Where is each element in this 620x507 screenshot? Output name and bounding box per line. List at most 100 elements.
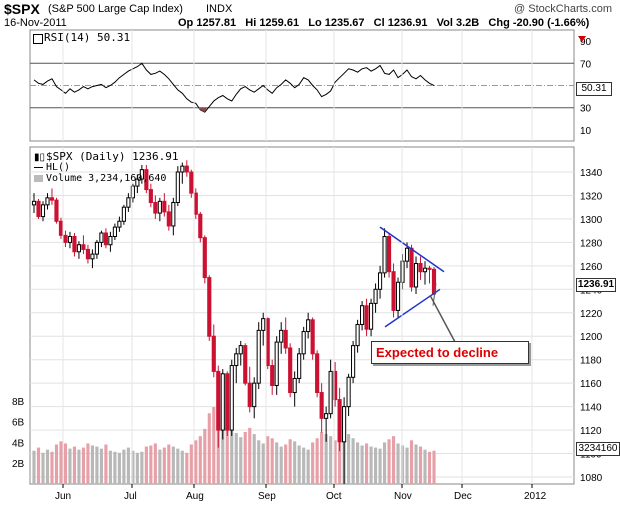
volume-bar: [234, 433, 238, 484]
volume-bar: [50, 451, 54, 484]
candle-body: [400, 260, 405, 283]
candle-body: [427, 267, 432, 270]
volume-bar: [239, 437, 243, 484]
volume-bar: [36, 447, 41, 484]
triangle-upper-line: [379, 226, 445, 273]
volume-bar: [90, 445, 94, 484]
candle-body: [310, 319, 315, 355]
volume-bar: [351, 438, 355, 484]
volume-bar: [45, 449, 50, 484]
candle-body: [265, 318, 270, 367]
volume-bar: [104, 444, 108, 484]
volume-bar: [306, 449, 310, 484]
candle-body: [337, 399, 342, 443]
candle-body: [108, 236, 113, 246]
candle-body: [346, 376, 351, 408]
candle-body: [369, 302, 374, 330]
volume-tick-label: 8B: [12, 397, 25, 408]
rsi-line: [33, 62, 435, 113]
candle-body: [211, 335, 216, 372]
rsi-label: RSI(14) 50.31: [44, 31, 131, 44]
candle-body: [85, 248, 91, 260]
rsi-tick-label: 90: [580, 37, 592, 48]
volume-bar: [378, 448, 382, 484]
candle-body: [67, 236, 73, 243]
volume-bar: [122, 449, 126, 484]
candle-body: [63, 234, 68, 243]
chart-date: 16-Nov-2011: [4, 17, 67, 29]
candle-body: [342, 406, 347, 443]
volume-bar: [68, 448, 72, 484]
price-panel: [29, 146, 575, 485]
candle-body: [36, 200, 41, 218]
candle-body: [216, 370, 221, 431]
rsi-oversold-fill: [198, 107, 207, 113]
candle-body: [297, 353, 302, 379]
candle-body: [117, 220, 122, 228]
volume-bar: [356, 442, 360, 484]
volume-bar: [149, 445, 153, 484]
price-tick-label: 1220: [580, 309, 603, 320]
volume-bar: [32, 450, 36, 484]
candle-body: [49, 197, 55, 201]
volume-bar: [41, 452, 45, 484]
volume-bar: [382, 442, 387, 484]
volume-bar: [144, 446, 148, 484]
volume-bar: [77, 449, 81, 484]
candle-body: [72, 236, 77, 253]
candle-body: [386, 236, 392, 273]
candle-body: [99, 232, 104, 243]
volume-bar: [212, 407, 216, 484]
candle-body: [355, 324, 360, 347]
volume-bar: [117, 452, 121, 484]
volume-bar: [338, 429, 342, 484]
volume-bar: [230, 425, 234, 484]
volume-bar: [54, 444, 59, 484]
price-tick-label: 1140: [580, 403, 602, 414]
candle-body: [162, 200, 167, 213]
candle-body: [90, 253, 95, 260]
month-label: Nov: [394, 491, 412, 502]
month-label: Jul: [124, 491, 137, 502]
candle-body: [252, 382, 257, 408]
candle-body: [274, 341, 279, 387]
volume-bar: [135, 452, 139, 484]
candle-body: [81, 244, 86, 250]
volume-bar: [99, 448, 103, 484]
candle-body: [126, 197, 131, 208]
volume-bar: [185, 452, 189, 484]
volume-legend-icon: [34, 175, 43, 182]
candle-body: [292, 377, 297, 394]
candle-body: [364, 305, 369, 330]
volume-bar: [95, 446, 99, 484]
volume-bar: [270, 438, 274, 484]
volume-tick-label: 4B: [12, 438, 25, 449]
volume-bar: [365, 443, 369, 484]
triangle-down-icon[interactable]: [578, 36, 586, 42]
candle-body: [157, 200, 162, 214]
price-tick-label: 1260: [580, 262, 603, 273]
symbol-title: $SPX: [4, 1, 40, 17]
volume-bar: [423, 449, 427, 484]
candle-body: [220, 373, 225, 431]
candle-body: [76, 244, 82, 253]
candle-body: [306, 319, 311, 333]
candle-body: [404, 247, 410, 262]
volume-tick-label: 6B: [12, 418, 25, 429]
volume-current-tag: 3234160: [576, 442, 620, 456]
volume-bar: [387, 439, 391, 484]
candle-body: [31, 200, 37, 206]
annotation-box: Expected to decline: [371, 341, 529, 364]
candle-body: [373, 288, 378, 304]
volume-bar: [279, 446, 283, 484]
volume-bar: [198, 436, 202, 484]
volume-bar: [311, 442, 315, 484]
price-tick-label: 1340: [580, 168, 603, 179]
candle-body: [94, 241, 99, 255]
candle-legend-icon: ▮▯: [34, 152, 46, 163]
volume-bar: [257, 440, 261, 484]
candle-body: [391, 271, 396, 311]
volume-bar: [225, 421, 229, 484]
volume-bar: [86, 443, 90, 484]
